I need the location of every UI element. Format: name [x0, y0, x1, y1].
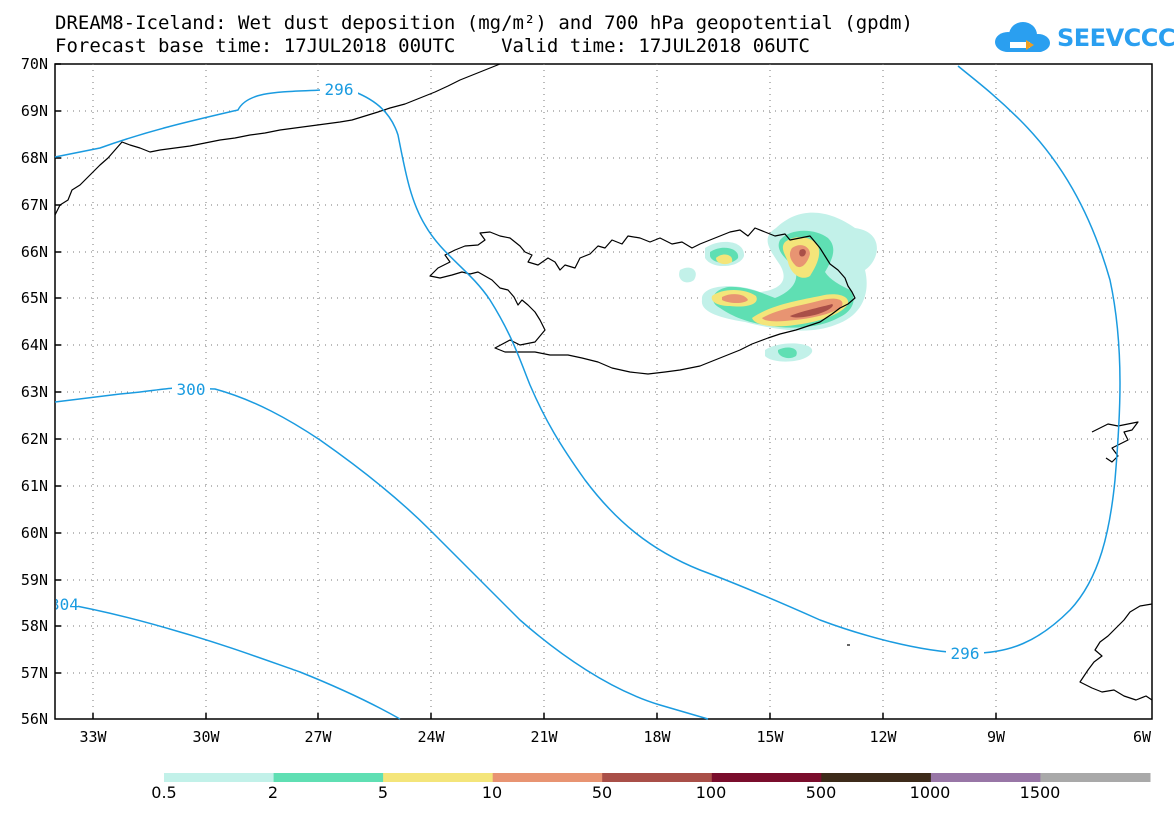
lat-label: 67N — [21, 196, 48, 214]
lon-label: 12W — [869, 728, 897, 746]
lon-label: 30W — [192, 728, 220, 746]
contour-label: 300 — [177, 380, 206, 399]
latitude-labels: 70N 69N 68N 67N 66N 65N 64N 63N 62N 61N … — [21, 55, 48, 728]
lat-label: 59N — [21, 571, 48, 589]
coastlines — [54, 63, 1153, 701]
lon-label: 6W — [1133, 728, 1152, 746]
contour-label-clip: 304 — [50, 595, 79, 614]
contour-label: 304 — [50, 595, 79, 614]
lat-label: 69N — [21, 102, 48, 120]
faroe-islands — [1091, 421, 1139, 463]
cloud-icon — [995, 22, 1050, 52]
lat-label: 57N — [21, 664, 48, 682]
scotland-coastline — [1079, 603, 1153, 701]
lon-label: 33W — [79, 728, 107, 746]
contour-labels: 296 300 304 296 — [50, 80, 984, 663]
lat-label: 68N — [21, 149, 48, 167]
lat-label: 56N — [21, 710, 48, 728]
geopotential-contours — [54, 65, 1121, 720]
lat-label: 58N — [21, 617, 48, 635]
contour-label: 296 — [951, 644, 980, 663]
contour-label: 296 — [325, 80, 354, 99]
lon-label: 15W — [756, 728, 784, 746]
lat-label: 61N — [21, 477, 48, 495]
lat-label: 62N — [21, 430, 48, 448]
map-title-line-1: DREAM8-Iceland: Wet dust deposition (mg/… — [55, 12, 913, 34]
lat-label: 63N — [21, 383, 48, 401]
axis-ticks — [55, 63, 997, 719]
lat-label: 66N — [21, 243, 48, 261]
lat-label: 70N — [21, 55, 48, 73]
lon-label: 27W — [304, 728, 332, 746]
longitude-labels: 33W 30W 27W 24W 21W 18W 15W 12W 9W 6W — [79, 728, 1152, 746]
lon-label: 9W — [987, 728, 1006, 746]
greenland-coastline — [54, 63, 501, 216]
iceland-coastline — [429, 227, 856, 375]
lon-label: 24W — [417, 728, 445, 746]
map-frame — [54, 63, 1153, 720]
logo-text: SEEVCCC — [1057, 24, 1175, 52]
lon-label: 18W — [643, 728, 671, 746]
lat-label: 60N — [21, 524, 48, 542]
graticule — [55, 64, 1152, 719]
dust-deposition-shading — [679, 212, 877, 362]
lat-label: 65N — [21, 289, 48, 307]
map-title-line-2: Forecast base time: 17JUL2018 00UTC Vali… — [55, 35, 810, 57]
lon-label: 21W — [530, 728, 558, 746]
seevccc-logo — [995, 22, 1050, 52]
lat-label: 64N — [21, 336, 48, 354]
